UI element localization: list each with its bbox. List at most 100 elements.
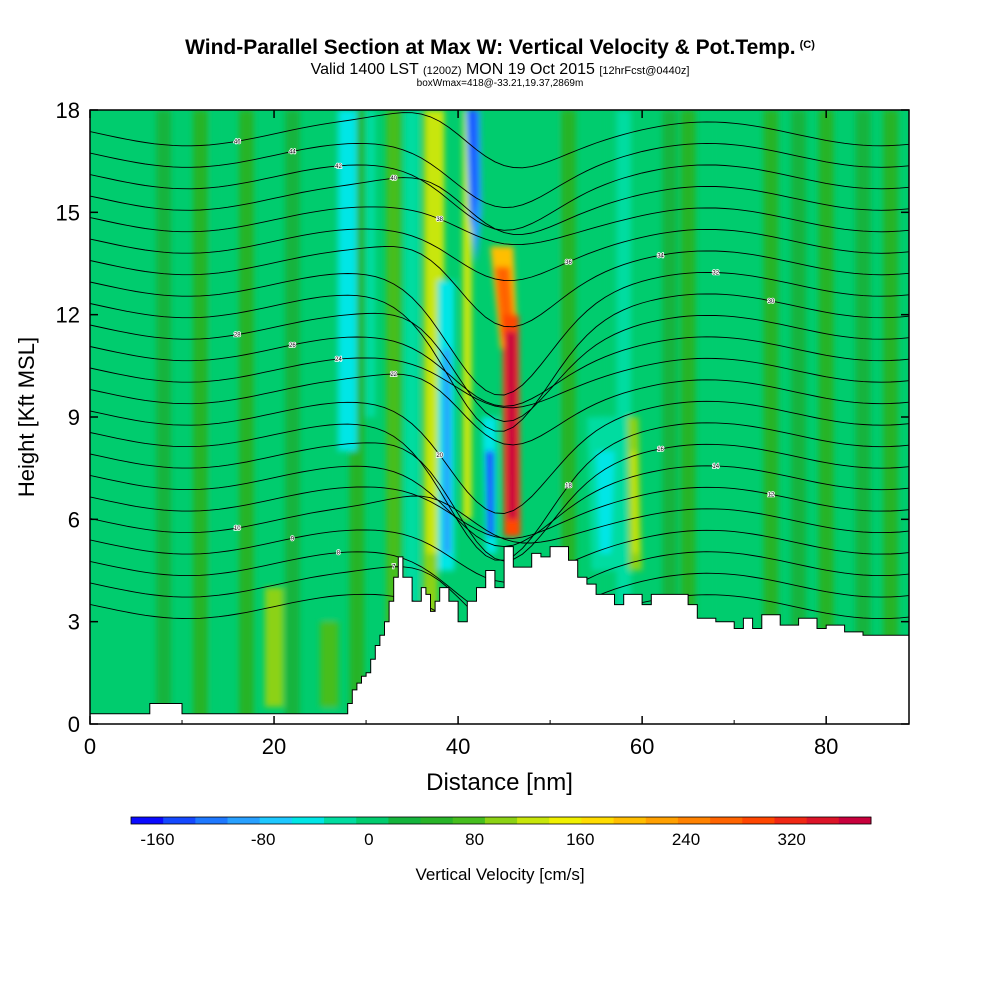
- isentrope-line: [90, 495, 909, 544]
- lee-downdraft: [596, 451, 615, 554]
- colorbar-swatch: [324, 817, 357, 824]
- colorbar: -160 -80 0 80 160 240 320 Vertical Velocity [cm…: [130, 816, 872, 884]
- isentrope-line: [90, 312, 909, 422]
- chart-title: Wind-Parallel Section at Max W: Vertical…: [185, 36, 815, 59]
- isentrope-line: [90, 112, 909, 169]
- y-tick-label: 12: [56, 303, 80, 328]
- colorbar-swatch: [645, 817, 679, 824]
- isentrope-label: 12: [768, 492, 775, 498]
- x-tick-label: 80: [814, 734, 838, 759]
- isentrope-label: 9: [291, 536, 295, 542]
- colorbar-swatch: [838, 817, 872, 824]
- velocity-bands: [156, 110, 898, 724]
- lower-downdraft: [485, 451, 494, 537]
- isentrope-label: 10: [234, 526, 241, 532]
- isentrope-line: [90, 400, 909, 514]
- isentrope-line: [90, 293, 909, 432]
- wave-stripe: [239, 110, 254, 724]
- isentrope-label: 14: [712, 464, 719, 470]
- wave-stripe: [708, 110, 724, 724]
- y-tick-label: 3: [68, 610, 80, 635]
- isentrope-label: 22: [390, 372, 397, 378]
- colorbar-swatch: [452, 817, 486, 824]
- isentrope-label: 36: [565, 260, 572, 266]
- colorbar-swatch: [710, 817, 743, 824]
- isentrope-label: 46: [234, 139, 241, 145]
- wave-stripe: [193, 110, 208, 724]
- isentrope-line: [90, 177, 909, 235]
- colorbar-tick-label: 240: [672, 830, 700, 849]
- colorbar-swatch: [195, 817, 229, 824]
- shallow-upslope: [264, 587, 284, 707]
- upper-updraft-streak: [462, 110, 472, 520]
- wave-stripe: [883, 110, 898, 724]
- isentrope-label: 20: [436, 453, 443, 459]
- wave-stripe: [285, 110, 300, 724]
- x-axis-label: Distance [nm]: [426, 769, 573, 796]
- isentrope-label: 42: [335, 164, 342, 170]
- isentrope-line: [90, 206, 909, 246]
- shallow-upslope: [320, 621, 339, 707]
- isentrope-line: [90, 357, 909, 409]
- isentrope-line: [90, 271, 909, 396]
- isentrope-line: [90, 336, 909, 407]
- colorbar-swatch: [131, 817, 164, 824]
- isentrope-label: 16: [657, 447, 664, 453]
- x-tick-label: 0: [84, 734, 96, 759]
- isentrope-label: 26: [289, 343, 296, 349]
- chart-subtitle: Valid 1400 LST (1200Z) MON 19 Oct 2015 […: [310, 61, 690, 78]
- colorbar-tick-label: 0: [364, 830, 373, 849]
- terrain: [89, 546, 910, 725]
- isentrope-label: 40: [390, 176, 397, 182]
- colorbar-swatch: [581, 817, 615, 824]
- wave-stripe: [156, 110, 171, 724]
- colorbar-swatch: [484, 817, 518, 824]
- colorbar-swatch: [613, 817, 647, 824]
- isentropes: 46 44 42 40 38 36 34 32 30 28 26 24 22 20 18 16 14 12 10 9 8…: [90, 112, 909, 645]
- colorbar-swatch: [517, 817, 550, 824]
- wave-stripe: [211, 110, 227, 724]
- y-tick-label: 0: [68, 712, 80, 737]
- colorbar-swatch: [227, 817, 261, 824]
- y-tick-label: 15: [56, 200, 80, 225]
- colorbar-swatch: [388, 817, 422, 824]
- isentrope-label: 30: [768, 299, 775, 305]
- wave-stripe: [855, 110, 871, 724]
- colorbar-label: Vertical Velocity [cm/s]: [415, 865, 584, 884]
- downdraft-core: [469, 110, 478, 230]
- y-tick-label: 18: [56, 98, 80, 123]
- colorbar-swatch: [742, 817, 775, 824]
- isentrope-label: 34: [657, 253, 664, 259]
- isentrope-label: 18: [565, 484, 572, 490]
- wave-stripe: [662, 110, 678, 724]
- colorbar-tick-label: 320: [778, 830, 806, 849]
- isentrope-label: 38: [436, 217, 443, 223]
- isentrope-label: 7: [392, 565, 396, 571]
- isentrope-line: [90, 164, 909, 231]
- wave-stripe: [404, 110, 420, 724]
- colorbar-swatch: [549, 817, 582, 824]
- isentrope-line: [90, 142, 909, 209]
- y-tick-label: 6: [68, 507, 80, 532]
- colorbar-frame: [130, 816, 872, 825]
- colorbar-swatch: [774, 817, 808, 824]
- colorbar-swatch: [677, 817, 711, 824]
- isentrope-line: [90, 246, 909, 328]
- left-downdraft: [366, 110, 376, 417]
- isentrope-label: 24: [335, 357, 342, 363]
- downdraft-band: [443, 348, 451, 554]
- colorbar-tick-label: -160: [140, 830, 174, 849]
- colorbar-tick-label: 160: [566, 830, 594, 849]
- colorbar-swatch: [420, 817, 454, 824]
- isentrope-label: 28: [234, 333, 241, 339]
- colorbar-swatch: [356, 817, 389, 824]
- y-tick-label: 9: [68, 405, 80, 430]
- x-tick-label: 60: [630, 734, 654, 759]
- colorbar-swatch: [291, 817, 325, 824]
- y-axis-label: Height [Kft MSL]: [14, 337, 39, 497]
- isentrope-line: [90, 373, 909, 446]
- colorbar-swatch: [259, 817, 293, 824]
- wave-stripe: [321, 110, 337, 724]
